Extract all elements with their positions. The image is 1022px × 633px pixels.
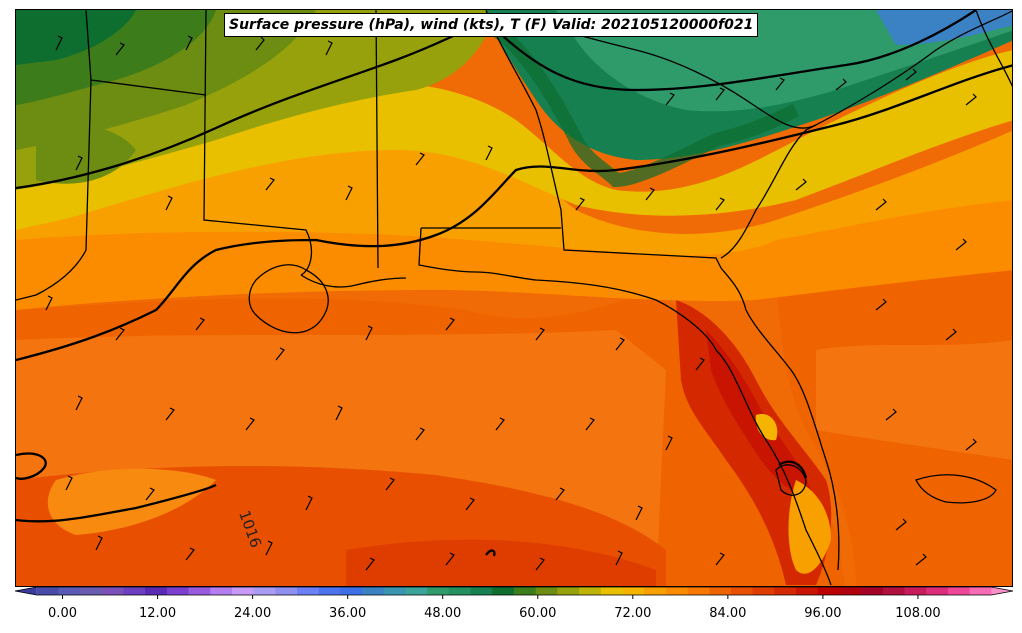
map-panel: 1016 [15, 9, 1013, 587]
colorbar-cell [947, 587, 971, 595]
colorbar-cell [774, 587, 797, 595]
colorbar-cell [904, 587, 927, 595]
colorbar-tick-label: 48.00 [424, 606, 462, 621]
colorbar-cell [600, 587, 623, 595]
colorbar-outline [14, 586, 1014, 596]
colorbar-cell [622, 587, 645, 595]
colorbar-cell [492, 587, 515, 595]
weather-map [16, 10, 1012, 586]
colorbar-cell [730, 587, 754, 595]
colorbar-tick-label: 24.00 [234, 606, 272, 621]
coastlines-borders [16, 10, 1012, 586]
colorbar-cell [470, 587, 493, 595]
colorbar-ticks [62, 595, 919, 599]
colorbar-tick-label: 96.00 [804, 606, 842, 621]
colorbar [14, 586, 1014, 599]
colorbar-cell [514, 587, 537, 595]
colorbar-cell [210, 587, 233, 595]
colorbar-cell [644, 587, 667, 595]
colorbar-tick-label: 108.00 [895, 606, 941, 621]
colorbar-cell [340, 587, 363, 595]
colorbar-cell [991, 587, 1013, 595]
colorbar-cell [687, 587, 710, 595]
colorbar-cell [665, 587, 689, 595]
colorbar-cell [253, 587, 276, 595]
colorbar-cell [926, 587, 949, 595]
colorbar-cell [796, 587, 819, 595]
colorbar-tick-label: 60.00 [519, 606, 557, 621]
colorbar-cell [383, 587, 407, 595]
colorbar-cell [145, 587, 168, 595]
colorbar-cell [297, 587, 320, 595]
colorbar-cell [36, 587, 59, 595]
colorbar-cells [14, 586, 1014, 596]
colorbar-cell [817, 587, 840, 595]
colorbar-cell [80, 587, 103, 595]
wind-barbs [45, 35, 977, 571]
colorbar-cell [861, 587, 884, 595]
map-title: Surface pressure (hPa), wind (kts), T (F… [224, 13, 759, 37]
colorbar-cell [969, 587, 992, 595]
colorbar-tick-label: 36.00 [329, 606, 367, 621]
colorbar-tick-label: 84.00 [709, 606, 747, 621]
colorbar-cell [123, 587, 146, 595]
colorbar-tick-label: 0.00 [48, 606, 77, 621]
colorbar-tick-label: 72.00 [614, 606, 652, 621]
colorbar-tick-label: 12.00 [138, 606, 177, 621]
isobars [16, 10, 1012, 557]
colorbar-cell [405, 587, 428, 595]
colorbar-cell [231, 587, 255, 595]
colorbar-cell [579, 587, 602, 595]
colorbar-cell [535, 587, 558, 595]
colorbar-cell [709, 587, 732, 595]
colorbar-cell [58, 587, 81, 595]
colorbar-cell [557, 587, 580, 595]
colorbar-cell [448, 587, 472, 595]
colorbar-cell [752, 587, 775, 595]
colorbar-cell [839, 587, 862, 595]
colorbar-cell [101, 587, 124, 595]
colorbar-cell [166, 587, 190, 595]
colorbar-cell [882, 587, 906, 595]
colorbar-cell [188, 587, 211, 595]
temperature-field [16, 10, 1012, 586]
colorbar-cell [427, 587, 450, 595]
colorbar-cell [15, 587, 37, 595]
colorbar-cell [362, 587, 385, 595]
colorbar-cell [275, 587, 298, 595]
colorbar-cell [318, 587, 341, 595]
